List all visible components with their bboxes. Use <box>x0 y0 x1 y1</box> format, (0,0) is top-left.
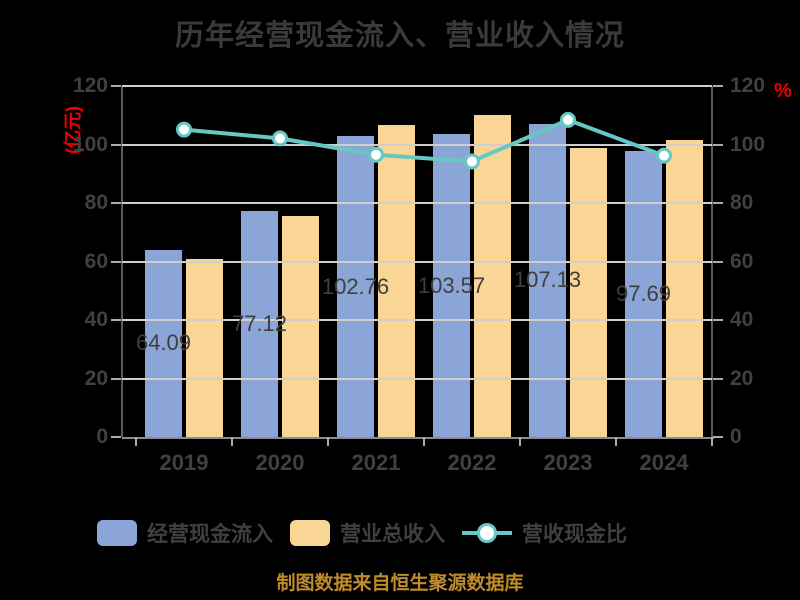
left-y-tick-label: 60 <box>84 249 108 273</box>
legend-item-ratio[interactable]: 营收现金比 <box>462 518 627 548</box>
data-source-note: 制图数据来自恒生聚源数据库 <box>276 573 524 594</box>
right-y-tick-label: 0 <box>730 425 742 448</box>
x-axis-label-2019: 2019 <box>159 450 209 475</box>
left-y-tick-label: 0 <box>96 425 108 448</box>
gridline-60 <box>122 260 712 263</box>
bar-cash-inflow-2019[interactable] <box>145 249 182 437</box>
bar-cash-inflow-2021[interactable] <box>337 136 374 437</box>
right-y-tick <box>713 143 723 146</box>
x-axis <box>122 437 714 439</box>
left-y-tick <box>111 377 121 380</box>
right-axis-unit-label: % <box>774 80 792 102</box>
chart-title: 历年经营现金流入、营业收入情况 <box>174 20 625 52</box>
left-y-tick <box>111 202 121 204</box>
bar-value-label-2023: 107.13 <box>513 267 582 293</box>
bar-revenue-2020[interactable] <box>282 216 319 437</box>
right-y-tick-label: 20 <box>730 366 754 390</box>
x-axis-tick <box>135 437 137 446</box>
revenue-swatch-icon <box>290 520 330 546</box>
bar-revenue-2021[interactable] <box>378 125 415 437</box>
ratio-line-marker-icon <box>462 520 512 546</box>
ratio-marker-2021[interactable] <box>368 146 384 163</box>
legend: 经营现金流入 营业总收入 营收现金比 <box>97 518 627 548</box>
right-y-tick-label: 60 <box>730 249 754 273</box>
bar-revenue-2023[interactable] <box>570 148 607 437</box>
bar-value-label-2022: 103.57 <box>417 272 486 298</box>
right-y-tick-label: 80 <box>730 191 754 214</box>
x-axis-tick <box>519 437 521 446</box>
gridline-120 <box>122 85 712 87</box>
right-y-tick <box>713 260 723 263</box>
left-y-tick-label: 80 <box>84 191 108 214</box>
bar-value-label-2020: 77.12 <box>231 311 288 337</box>
left-y-tick-label: 20 <box>84 366 108 390</box>
left-y-tick-label: 40 <box>84 308 108 331</box>
left-y-tick-label: 120 <box>72 74 108 97</box>
right-y-tick-label: 120 <box>730 74 766 97</box>
x-axis-tick <box>615 437 617 446</box>
ratio-marker-2019[interactable] <box>176 121 192 138</box>
right-y-tick <box>713 202 723 204</box>
left-y-tick-label: 100 <box>72 132 108 156</box>
left-y-tick <box>111 436 121 438</box>
x-axis-label-2021: 2021 <box>351 450 401 475</box>
bar-value-label-2019: 64.09 <box>135 330 192 356</box>
legend-label-ratio: 营收现金比 <box>522 523 627 546</box>
legend-label-revenue: 营业总收入 <box>340 523 445 546</box>
legend-item-revenue[interactable]: 营业总收入 <box>290 518 445 548</box>
gridline-80 <box>122 202 712 204</box>
ratio-line <box>183 117 665 164</box>
bar-revenue-2019[interactable] <box>186 258 223 437</box>
right-y-axis <box>711 86 713 437</box>
right-y-tick-label: 40 <box>730 308 754 331</box>
left-y-tick <box>111 260 121 263</box>
bar-cash-inflow-2022[interactable] <box>433 134 470 437</box>
left-y-tick <box>111 143 121 146</box>
bar-revenue-2024[interactable] <box>666 140 703 437</box>
x-axis-label-2024: 2024 <box>639 450 689 475</box>
right-y-tick <box>713 436 723 438</box>
left-y-tick <box>111 319 121 321</box>
legend-item-cash-inflow[interactable]: 经营现金流入 <box>97 518 273 548</box>
x-axis-tick <box>423 437 425 446</box>
bar-value-label-2021: 102.76 <box>321 273 390 299</box>
gridline-100 <box>122 143 712 146</box>
bar-revenue-2022[interactable] <box>474 115 511 437</box>
bar-cash-inflow-2023[interactable] <box>529 123 566 437</box>
gridline-20 <box>122 377 712 380</box>
x-axis-tick <box>231 437 233 446</box>
legend-label-cash-inflow: 经营现金流入 <box>147 523 273 546</box>
right-y-tick <box>713 85 723 87</box>
x-axis-label-2022: 2022 <box>447 450 497 475</box>
ratio-marker-2020[interactable] <box>272 130 288 147</box>
right-y-tick <box>713 319 723 321</box>
cash-inflow-swatch-icon <box>97 520 137 546</box>
bar-value-label-2024: 97.69 <box>615 281 672 307</box>
bar-cash-inflow-2024[interactable] <box>625 151 662 437</box>
right-y-tick <box>713 377 723 380</box>
x-axis-label-2023: 2023 <box>543 450 593 475</box>
bar-cash-inflow-2020[interactable] <box>241 211 278 437</box>
right-y-tick-label: 100 <box>730 132 766 156</box>
x-axis-label-2020: 2020 <box>255 450 305 475</box>
left-y-tick <box>111 85 121 87</box>
gridline-40 <box>122 319 712 321</box>
ratio-marker-2022[interactable] <box>464 153 480 170</box>
ratio-marker-2023[interactable] <box>560 111 576 128</box>
x-axis-tick <box>711 437 713 446</box>
x-axis-tick <box>327 437 329 446</box>
ratio-marker-2024[interactable] <box>656 147 672 164</box>
